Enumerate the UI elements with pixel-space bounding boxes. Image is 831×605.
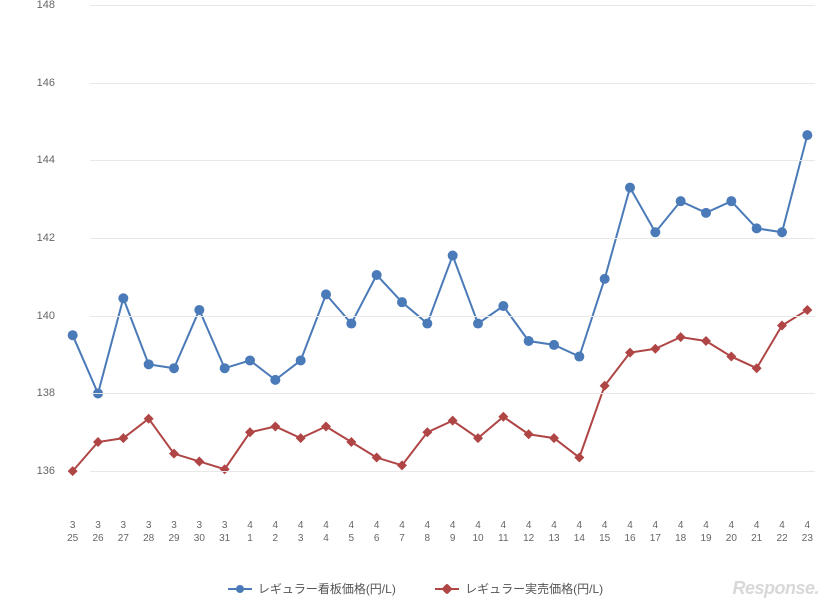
y-tick-label: 144 <box>30 154 55 166</box>
grid-line <box>90 160 815 161</box>
x-tick-label: 326 <box>88 519 108 545</box>
y-tick-label: 140 <box>30 310 55 322</box>
y-tick-label: 146 <box>30 77 55 89</box>
data-point-diamond-icon <box>676 332 686 342</box>
x-tick-label: 421 <box>747 519 767 545</box>
x-tick-label: 422 <box>772 519 792 545</box>
plot-area <box>60 5 820 510</box>
grid-line <box>90 471 815 472</box>
data-point-circle-icon <box>701 208 711 218</box>
legend: レギュラー看板価格(円/L) レギュラー実売価格(円/L) <box>0 579 831 598</box>
x-tick-label: 45 <box>341 519 361 545</box>
data-point-circle-icon <box>726 196 736 206</box>
x-tick-label: 325 <box>63 519 83 545</box>
data-point-circle-icon <box>220 363 230 373</box>
x-tick-label: 47 <box>392 519 412 545</box>
data-point-diamond-icon <box>346 437 356 447</box>
legend-marker-diamond-icon <box>435 588 459 590</box>
y-tick-label: 142 <box>30 232 55 244</box>
legend-label: レギュラー実売価格(円/L) <box>465 580 603 597</box>
x-tick-label: 327 <box>113 519 133 545</box>
x-tick-label: 415 <box>595 519 615 545</box>
grid-line <box>90 238 815 239</box>
y-tick-label: 148 <box>30 0 55 11</box>
data-point-circle-icon <box>650 227 660 237</box>
x-tick-label: 412 <box>519 519 539 545</box>
data-point-circle-icon <box>346 319 356 329</box>
series-line <box>73 135 808 393</box>
x-tick-label: 419 <box>696 519 716 545</box>
data-point-circle-icon <box>372 270 382 280</box>
data-point-diamond-icon <box>296 433 306 443</box>
x-tick-label: 48 <box>417 519 437 545</box>
legend-label: レギュラー看板価格(円/L) <box>258 580 396 597</box>
x-tick-label: 46 <box>367 519 387 545</box>
data-point-circle-icon <box>245 355 255 365</box>
data-point-circle-icon <box>448 251 458 261</box>
data-point-circle-icon <box>169 363 179 373</box>
data-point-circle-icon <box>625 183 635 193</box>
watermark-text: Response. <box>732 578 819 599</box>
x-tick-label: 411 <box>493 519 513 545</box>
data-point-circle-icon <box>194 305 204 315</box>
data-point-diamond-icon <box>650 344 660 354</box>
data-point-diamond-icon <box>802 305 812 315</box>
data-point-diamond-icon <box>701 336 711 346</box>
x-tick-label: 423 <box>797 519 817 545</box>
x-tick-label: 41 <box>240 519 260 545</box>
data-point-circle-icon <box>422 319 432 329</box>
data-point-circle-icon <box>676 196 686 206</box>
data-point-circle-icon <box>118 293 128 303</box>
data-point-circle-icon <box>600 274 610 284</box>
x-tick-label: 328 <box>139 519 159 545</box>
data-point-circle-icon <box>473 319 483 329</box>
data-point-diamond-icon <box>372 453 382 463</box>
grid-line <box>90 83 815 84</box>
data-point-circle-icon <box>802 130 812 140</box>
y-tick-label: 136 <box>30 465 55 477</box>
x-tick-label: 44 <box>316 519 336 545</box>
chart-svg <box>60 5 820 510</box>
legend-marker-circle-icon <box>228 588 252 590</box>
data-point-diamond-icon <box>270 421 280 431</box>
x-tick-label: 414 <box>569 519 589 545</box>
data-point-circle-icon <box>549 340 559 350</box>
data-point-circle-icon <box>68 330 78 340</box>
data-point-diamond-icon <box>777 320 787 330</box>
data-point-circle-icon <box>752 223 762 233</box>
data-point-diamond-icon <box>194 456 204 466</box>
data-point-diamond-icon <box>321 421 331 431</box>
data-point-circle-icon <box>144 359 154 369</box>
grid-line <box>90 316 815 317</box>
data-point-circle-icon <box>321 289 331 299</box>
x-tick-label: 331 <box>215 519 235 545</box>
x-tick-label: 416 <box>620 519 640 545</box>
x-tick-label: 410 <box>468 519 488 545</box>
legend-item-posted: レギュラー看板価格(円/L) <box>228 580 396 597</box>
x-tick-label: 417 <box>645 519 665 545</box>
data-point-circle-icon <box>270 375 280 385</box>
data-point-diamond-icon <box>726 352 736 362</box>
data-point-circle-icon <box>777 227 787 237</box>
x-tick-label: 42 <box>265 519 285 545</box>
data-point-circle-icon <box>498 301 508 311</box>
data-point-circle-icon <box>574 352 584 362</box>
data-point-diamond-icon <box>752 363 762 373</box>
legend-item-actual: レギュラー実売価格(円/L) <box>435 580 603 597</box>
grid-line <box>90 393 815 394</box>
data-point-circle-icon <box>524 336 534 346</box>
x-tick-label: 420 <box>721 519 741 545</box>
x-tick-label: 49 <box>443 519 463 545</box>
grid-line <box>90 5 815 6</box>
series-line <box>73 310 808 471</box>
x-tick-label: 413 <box>544 519 564 545</box>
x-tick-label: 330 <box>189 519 209 545</box>
y-tick-label: 138 <box>30 387 55 399</box>
data-point-circle-icon <box>397 297 407 307</box>
data-point-circle-icon <box>296 355 306 365</box>
x-tick-label: 329 <box>164 519 184 545</box>
chart-container: 1361381401421441461483253263273283293303… <box>30 5 825 545</box>
x-tick-label: 43 <box>291 519 311 545</box>
x-tick-label: 418 <box>671 519 691 545</box>
